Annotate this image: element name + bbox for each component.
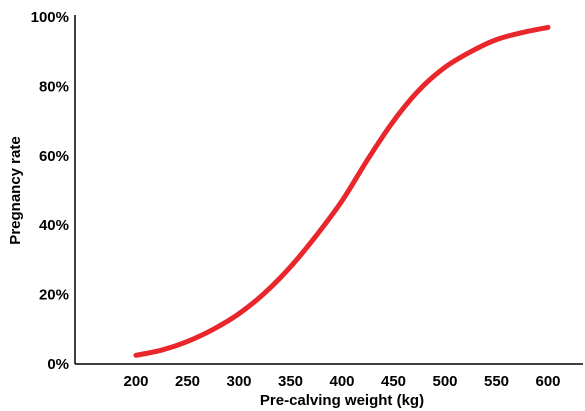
x-tick-label: 300 <box>226 373 251 390</box>
y-tick-label: 100% <box>31 9 69 26</box>
y-tick-label: 20% <box>39 287 69 304</box>
y-axis-title: Pregnancy rate <box>7 136 24 244</box>
y-tick-labels: 0% 20% 40% 60% 80% 100% <box>31 9 69 373</box>
y-tick-label: 40% <box>39 217 69 234</box>
y-tick-label: 80% <box>39 78 69 95</box>
x-tick-label: 200 <box>123 373 148 390</box>
x-tick-label: 550 <box>484 373 509 390</box>
y-tick-label: 0% <box>47 356 69 373</box>
x-tick-labels: 200 250 300 350 400 450 500 550 600 <box>123 373 560 390</box>
x-tick-label: 350 <box>278 373 303 390</box>
x-axis-title: Pre-calving weight (kg) <box>260 392 424 409</box>
series-line <box>133 24 551 358</box>
x-tick-label: 400 <box>329 373 354 390</box>
x-tick-label: 450 <box>381 373 406 390</box>
x-tick-label: 500 <box>432 373 457 390</box>
y-tick-label: 60% <box>39 148 69 165</box>
x-tick-label: 600 <box>535 373 560 390</box>
x-tick-label: 250 <box>175 373 200 390</box>
